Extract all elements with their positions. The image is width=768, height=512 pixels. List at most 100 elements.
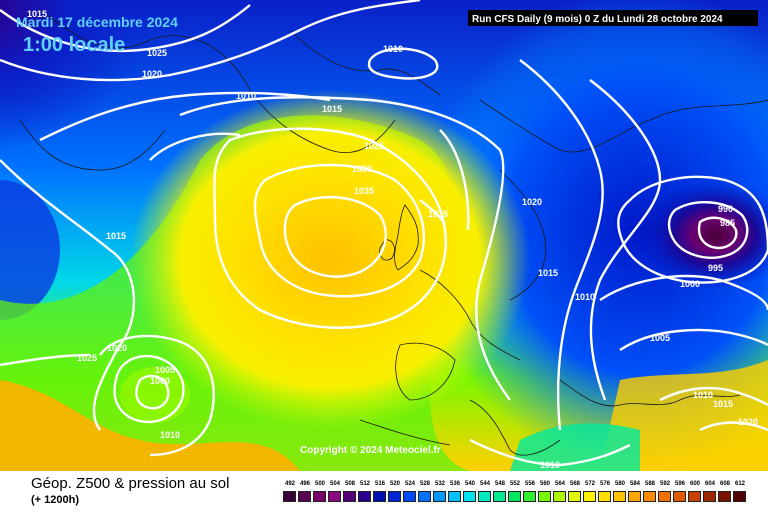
legend-swatch	[508, 491, 521, 502]
isobar-label: 1030	[352, 164, 372, 174]
legend-swatch	[298, 491, 311, 502]
isobar-line	[439, 129, 470, 231]
legend-swatch	[418, 491, 431, 502]
color-legend: 492 496 500 504 508 512 516 520 524 528 532 536 540 5…	[283, 478, 747, 508]
legend-swatch	[583, 491, 596, 502]
isobar-line	[589, 79, 662, 401]
legend-value: 556	[524, 481, 535, 487]
legend-value: 520	[389, 481, 400, 487]
legend-value: 588	[644, 481, 655, 487]
isobar-line	[283, 195, 387, 278]
legend-swatch	[493, 491, 506, 502]
legend-value: 580	[614, 481, 625, 487]
legend-swatch	[628, 491, 641, 502]
isobar-label: 1015	[106, 231, 126, 241]
isobar-line	[213, 127, 447, 329]
isobar-line	[99, 334, 215, 457]
legend-value: 504	[329, 481, 340, 487]
legend-swatch	[313, 491, 326, 502]
legend-swatch	[523, 491, 536, 502]
legend-swatch	[388, 491, 401, 502]
isobar-label: 1015	[322, 104, 342, 114]
north-west-trough	[0, 0, 150, 150]
isobar-label: 1020	[738, 417, 758, 427]
legend-swatch	[283, 491, 296, 502]
isobar-label: 1015	[538, 268, 558, 278]
isobar-label: 1035	[428, 209, 448, 219]
isobar-line	[617, 175, 768, 284]
isobar-line	[619, 328, 768, 351]
run-info-box	[468, 10, 758, 26]
legend-swatch	[718, 491, 731, 502]
isobar-label: 1010	[383, 44, 403, 54]
legend-value: 508	[344, 481, 355, 487]
legend-value: 552	[509, 481, 520, 487]
legend-swatch	[613, 491, 626, 502]
legend-value: 492	[284, 481, 295, 487]
southern-ridge	[0, 380, 300, 471]
legend-swatch	[688, 491, 701, 502]
legend-swatch	[328, 491, 341, 502]
isobar-line	[253, 163, 425, 298]
legend-value: 604	[704, 481, 715, 487]
isobar-line	[0, 353, 91, 367]
legend-swatch	[673, 491, 686, 502]
isobars	[0, 0, 768, 465]
legend-value: 500	[314, 481, 325, 487]
isobar-line	[179, 96, 511, 401]
south-east-ridge	[600, 360, 768, 471]
isobar-line	[697, 216, 738, 250]
isobar-line	[699, 421, 768, 432]
chart-title: Géop. Z500 & pression au sol	[31, 475, 230, 492]
legend-value: 528	[419, 481, 430, 487]
isobar-line	[659, 386, 768, 407]
legend-value: 524	[404, 481, 415, 487]
isobar-label: 1010	[160, 430, 180, 440]
isobar-line	[599, 274, 768, 311]
isobar-line	[149, 132, 241, 161]
legend-swatch	[373, 491, 386, 502]
isobar-line	[519, 59, 604, 431]
legend-value: 512	[359, 481, 370, 487]
legend-value: 544	[479, 481, 490, 487]
forecast-time: 1:00 locale	[23, 34, 125, 56]
run-info: Run CFS Daily (9 mois) 0 Z du Lundi 28 o…	[472, 14, 723, 25]
legend-value: 548	[494, 481, 505, 487]
isobar-line	[0, 0, 421, 82]
legend-value: 600	[689, 481, 700, 487]
isobar-label: 1000	[680, 279, 700, 289]
legend-swatch	[463, 491, 476, 502]
legend-value: 496	[299, 481, 310, 487]
isobar-line	[367, 47, 439, 80]
isobar-label: 995	[708, 263, 723, 273]
isobar-line	[0, 4, 251, 53]
isobar-label: 1035	[354, 186, 374, 196]
legend-value: 572	[584, 481, 595, 487]
green-pocket	[510, 423, 640, 471]
isobar-label: 1010	[575, 292, 595, 302]
forecast-date: Mardi 17 décembre 2024	[16, 14, 178, 30]
isobar-label: 985	[720, 218, 735, 228]
legend-swatch	[733, 491, 746, 502]
legend-swatch	[568, 491, 581, 502]
footer: Géop. Z500 & pression au sol (+ 1200h) 4…	[0, 471, 768, 512]
isobar-label: 1010	[540, 460, 560, 470]
isobar-label: 1025	[147, 48, 167, 58]
coastlines	[19, 9, 768, 456]
isobar-line	[419, 199, 447, 226]
legend-value: 564	[554, 481, 565, 487]
isobar-label: 1025	[77, 353, 97, 363]
forecast-range: (+ 1200h)	[31, 494, 79, 506]
isobar-label: 1025	[364, 141, 384, 151]
legend-value: 612	[734, 481, 745, 487]
subtropical-ridge	[130, 90, 530, 430]
isobar-line	[667, 201, 749, 259]
legend-value: 576	[599, 481, 610, 487]
low-pressure-center	[640, 180, 768, 290]
isobar-label: 1010	[236, 91, 256, 101]
legend-swatch	[703, 491, 716, 502]
isobar-label: 1020	[107, 343, 127, 353]
legend-swatch	[643, 491, 656, 502]
legend-swatch	[478, 491, 491, 502]
